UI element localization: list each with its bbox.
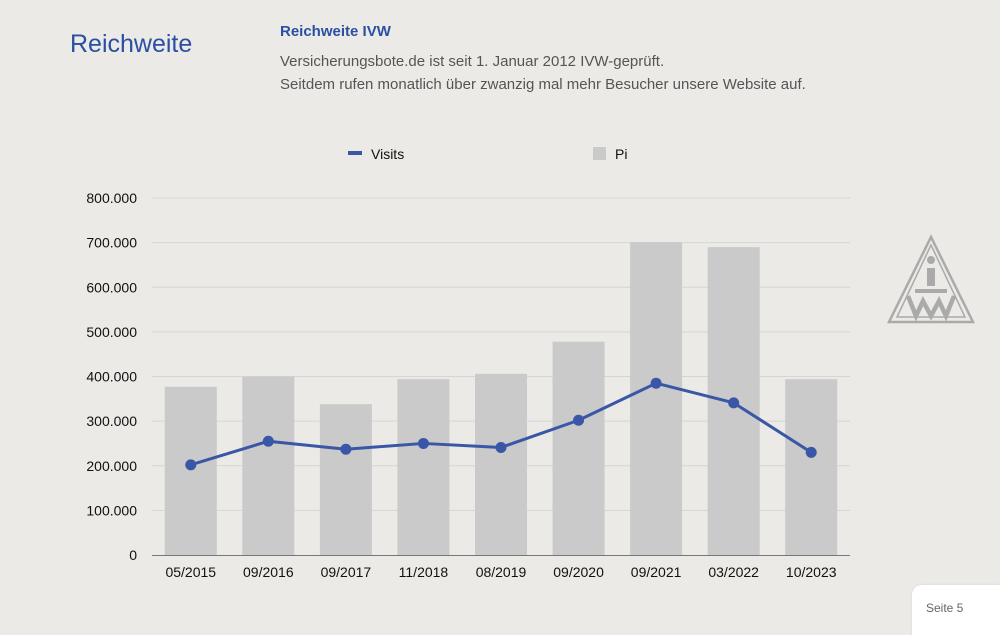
pi-bar	[475, 373, 527, 555]
legend-pi-swatch	[593, 147, 606, 160]
y-tick-label: 500.000	[86, 324, 137, 340]
intro-line-2: Seitdem rufen monatlich über zwanzig mal…	[280, 76, 806, 93]
legend: Visits Pi	[348, 146, 627, 162]
visits-point	[495, 441, 507, 453]
x-tick-label: 08/2019	[476, 564, 527, 580]
visits-point	[573, 414, 585, 426]
pi-bar	[164, 386, 217, 555]
visits-point	[650, 377, 662, 389]
x-tick-label: 09/2016	[243, 564, 294, 580]
y-tick-label: 800.000	[86, 190, 137, 206]
intro-heading: Reichweite IVW	[280, 23, 391, 40]
x-tick-label: 05/2015	[165, 564, 216, 580]
visits-point	[340, 443, 352, 455]
pi-bar	[397, 379, 450, 555]
visits-point	[728, 397, 740, 409]
y-tick-label: 200.000	[86, 458, 137, 474]
pi-bar	[785, 379, 838, 555]
y-tick-label: 600.000	[86, 279, 137, 295]
pi-bar	[319, 404, 372, 555]
page-title: Reichweite	[70, 30, 193, 58]
x-tick-label: 11/2018	[399, 564, 449, 580]
legend-visits-label: Visits	[371, 146, 404, 162]
x-tick-label: 10/2023	[786, 564, 837, 580]
pi-bar	[630, 242, 683, 555]
y-tick-label: 400.000	[86, 369, 137, 385]
visits-point	[417, 437, 429, 449]
visits-point	[185, 459, 197, 471]
pi-bar	[242, 376, 295, 555]
intro-block: Reichweite IVW Versicherungsbote.de ist …	[280, 23, 806, 96]
y-tick-label: 300.000	[86, 413, 137, 429]
visits-point	[805, 446, 817, 458]
legend-pi-label: Pi	[615, 146, 627, 162]
x-tick-label: 03/2022	[708, 564, 759, 580]
intro-line-1: Versicherungsbote.de ist seit 1. Januar …	[280, 53, 665, 70]
pi-bar	[552, 341, 605, 555]
visits-point	[262, 435, 274, 447]
page-number-badge: Seite 5	[912, 585, 1000, 635]
y-tick-label: 100.000	[86, 502, 137, 518]
y-tick-label: 700.000	[86, 235, 137, 251]
x-tick-label: 09/2021	[631, 564, 682, 580]
y-tick-label: 0	[129, 547, 137, 563]
x-tick-label: 09/2017	[321, 564, 372, 580]
ivw-logo	[886, 234, 976, 324]
page-number-label: Seite 5	[926, 601, 964, 615]
x-tick-label: 09/2020	[553, 564, 604, 580]
